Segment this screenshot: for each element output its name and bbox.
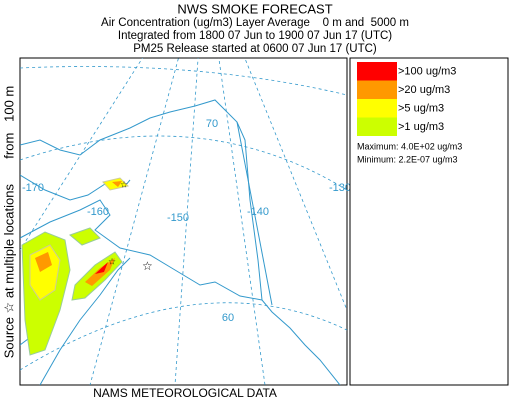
coastline [20, 99, 341, 385]
source-star: ☆ [142, 259, 153, 273]
graticule [89, 58, 179, 385]
graticule-label: -130 [329, 182, 351, 194]
border [236, 121, 273, 306]
subtitle: Integrated from 1800 07 Jun to 1900 07 J… [118, 30, 392, 42]
legend-swatch [357, 99, 397, 118]
maximum: Maximum: 4.0E+02 ug/m3 [357, 141, 462, 151]
graticule-label: -140 [247, 206, 269, 218]
plume [112, 181, 122, 187]
plume [35, 252, 52, 272]
graticule [20, 302, 347, 371]
plume [69, 227, 101, 246]
graticule [20, 135, 347, 191]
legend-label: >20 ug/m3 [398, 84, 450, 96]
subtitle: Air Concentration (ug/m3) Layer Average … [101, 17, 409, 29]
legend-label: >100 ug/m3 [398, 65, 456, 77]
footer: NAMS METEOROLOGICAL DATA [93, 386, 277, 400]
legend-swatch [357, 117, 397, 136]
graticule-label: -150 [167, 212, 189, 224]
source-star: ☆ [120, 179, 128, 189]
source-star: ☆ [108, 256, 116, 266]
title: NWS SMOKE FORECAST [177, 1, 332, 16]
coastline [39, 257, 131, 385]
minimum: Minimum: 2.2E-07 ug/m3 [357, 154, 458, 164]
legend-swatch [357, 62, 397, 81]
plume [95, 262, 108, 274]
map: ☆ ☆ ☆ 70 60 -170 -160 -150 -140 -130 [19, 57, 351, 386]
subtitle: PM25 Release started at 0600 07 Jun 17 (… [133, 43, 377, 55]
graticule-label: 70 [206, 118, 218, 130]
graticule-label: -160 [87, 206, 109, 218]
coastline [20, 199, 263, 301]
source-label: Source ☆ at multiple locations from 100 … [1, 86, 16, 359]
graticule-label: -170 [22, 182, 44, 194]
graticule-label: 60 [222, 312, 234, 324]
legend: >100 ug/m3 >20 ug/m3 >5 ug/m3 >1 ug/m3 Maxim… [349, 57, 509, 386]
graticule [174, 58, 199, 385]
legend-swatch [357, 80, 397, 99]
legend-label: >1 ug/m3 [398, 121, 444, 133]
graticule [244, 58, 347, 311]
graticule [20, 66, 347, 96]
legend-label: >5 ug/m3 [398, 102, 444, 114]
